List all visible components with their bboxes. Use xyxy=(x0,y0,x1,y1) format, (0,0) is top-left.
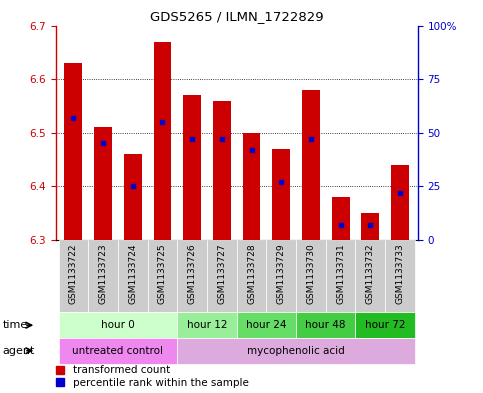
Bar xyxy=(183,95,201,240)
Text: mycophenolic acid: mycophenolic acid xyxy=(247,346,345,356)
FancyBboxPatch shape xyxy=(88,240,118,312)
FancyBboxPatch shape xyxy=(355,240,385,312)
FancyBboxPatch shape xyxy=(58,338,177,364)
FancyBboxPatch shape xyxy=(177,240,207,312)
Bar xyxy=(242,133,260,240)
Text: hour 12: hour 12 xyxy=(187,320,227,330)
Text: GSM1133724: GSM1133724 xyxy=(128,243,137,304)
FancyBboxPatch shape xyxy=(355,312,415,338)
Text: hour 24: hour 24 xyxy=(246,320,286,330)
Text: GSM1133726: GSM1133726 xyxy=(187,243,197,304)
FancyBboxPatch shape xyxy=(296,312,355,338)
Bar xyxy=(64,63,82,240)
Text: GSM1133722: GSM1133722 xyxy=(69,243,78,304)
FancyBboxPatch shape xyxy=(237,240,266,312)
Text: GSM1133729: GSM1133729 xyxy=(277,243,286,304)
Bar xyxy=(94,127,112,240)
Text: GSM1133733: GSM1133733 xyxy=(396,243,404,304)
Legend: transformed count, percentile rank within the sample: transformed count, percentile rank withi… xyxy=(56,365,248,388)
Bar xyxy=(124,154,142,240)
FancyBboxPatch shape xyxy=(207,240,237,312)
FancyBboxPatch shape xyxy=(148,240,177,312)
FancyBboxPatch shape xyxy=(177,338,415,364)
FancyBboxPatch shape xyxy=(237,312,296,338)
Bar xyxy=(332,197,350,240)
Text: hour 48: hour 48 xyxy=(306,320,346,330)
Text: hour 0: hour 0 xyxy=(101,320,135,330)
FancyBboxPatch shape xyxy=(177,312,237,338)
Bar xyxy=(391,165,409,240)
Text: agent: agent xyxy=(2,346,35,356)
FancyBboxPatch shape xyxy=(58,240,88,312)
Bar xyxy=(361,213,379,240)
Bar xyxy=(302,90,320,240)
Bar xyxy=(272,149,290,240)
Bar xyxy=(213,101,231,240)
FancyBboxPatch shape xyxy=(266,240,296,312)
Bar xyxy=(154,42,171,240)
FancyBboxPatch shape xyxy=(296,240,326,312)
Text: GSM1133731: GSM1133731 xyxy=(336,243,345,304)
FancyBboxPatch shape xyxy=(326,240,355,312)
Text: untreated control: untreated control xyxy=(72,346,163,356)
Text: GSM1133730: GSM1133730 xyxy=(306,243,315,304)
Text: GSM1133728: GSM1133728 xyxy=(247,243,256,304)
FancyBboxPatch shape xyxy=(385,240,415,312)
Text: hour 72: hour 72 xyxy=(365,320,405,330)
Text: GSM1133723: GSM1133723 xyxy=(99,243,108,304)
Text: GSM1133732: GSM1133732 xyxy=(366,243,375,304)
FancyBboxPatch shape xyxy=(58,312,177,338)
FancyBboxPatch shape xyxy=(118,240,148,312)
Title: GDS5265 / ILMN_1722829: GDS5265 / ILMN_1722829 xyxy=(150,10,324,23)
Text: time: time xyxy=(2,320,28,330)
Text: GSM1133727: GSM1133727 xyxy=(217,243,227,304)
Text: GSM1133725: GSM1133725 xyxy=(158,243,167,304)
